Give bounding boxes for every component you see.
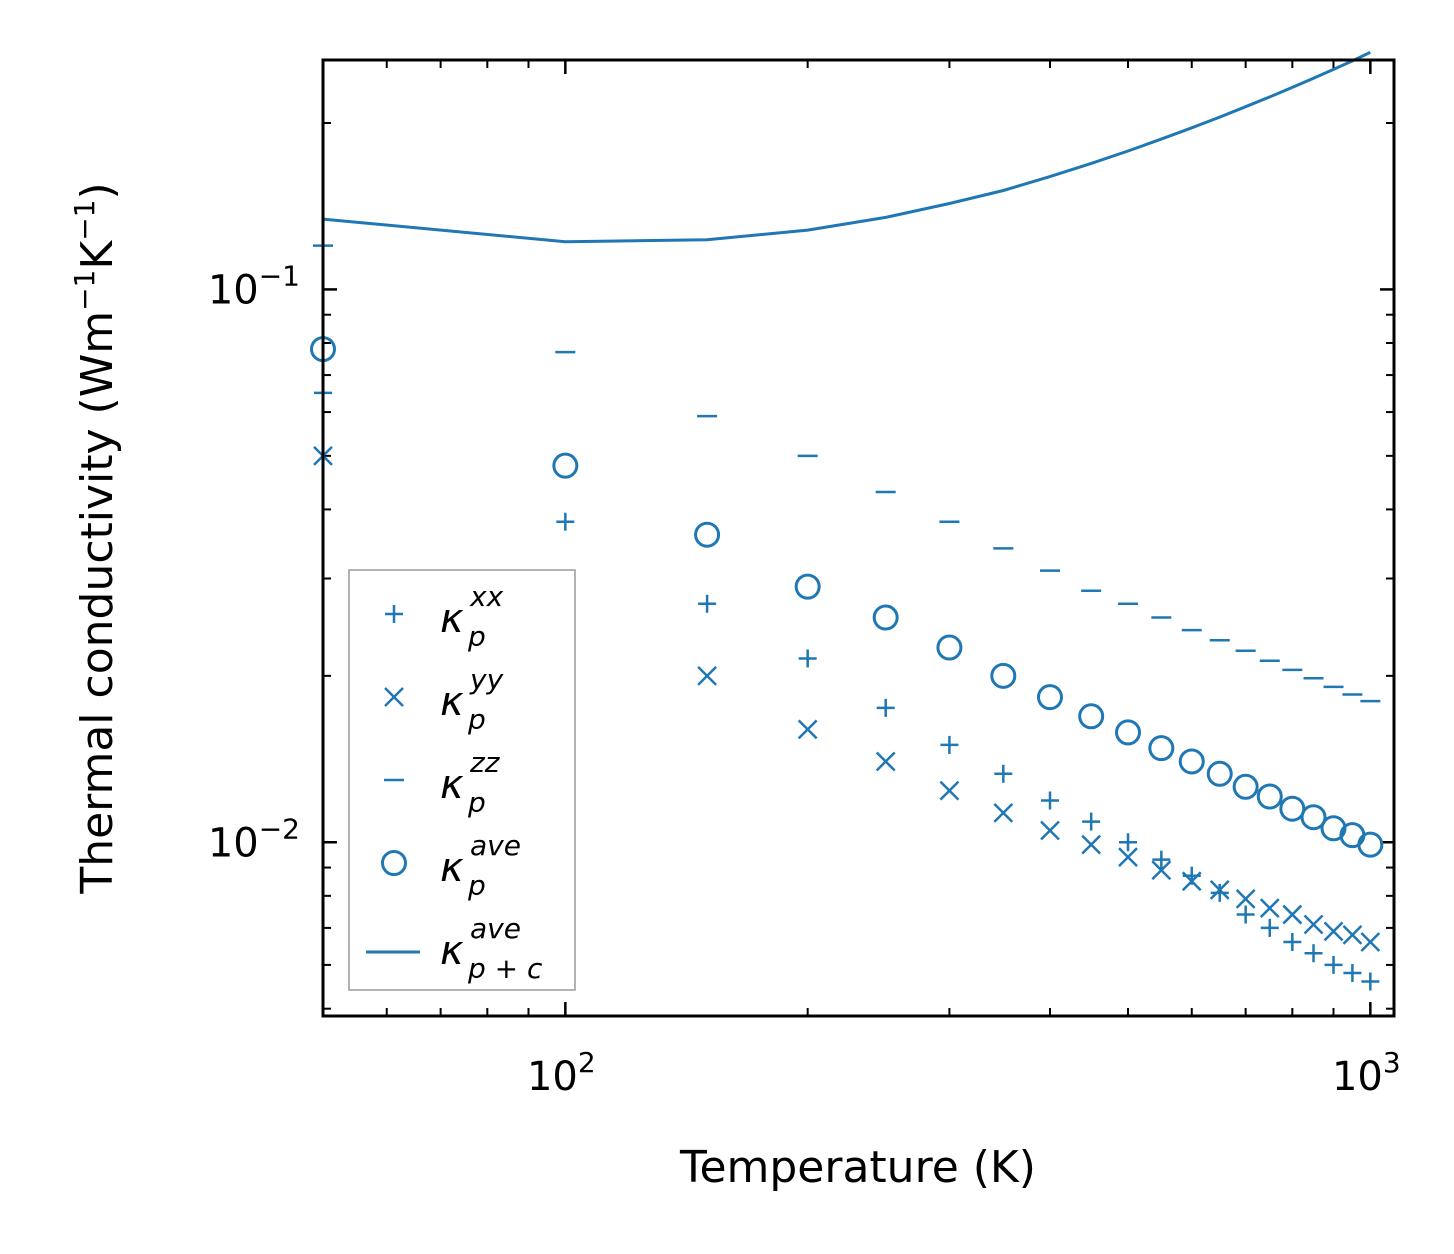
- point-kappa_p_yy: [1259, 898, 1280, 919]
- legend-marker-kappa_p_ave: [381, 850, 407, 876]
- x-tick-label: 103: [1332, 1046, 1401, 1100]
- point-kappa_p_xx: [1304, 944, 1323, 963]
- legend: κ xx p κ yy p κ zz p κ ave p κ ave p + c: [348, 569, 576, 991]
- point-kappa_p_yy: [1040, 820, 1060, 841]
- point-kappa_p_ave: [1078, 703, 1105, 730]
- y-tick-label: 10−2: [208, 812, 300, 866]
- point-kappa_p_ave: [1232, 773, 1259, 800]
- point-kappa_p_xx: [1210, 883, 1229, 902]
- legend-label-kappa_p_zz: κ zz p: [440, 746, 501, 819]
- point-kappa_p_yy: [1209, 880, 1230, 900]
- x-tick-label: 102: [527, 1046, 596, 1100]
- y-axis-label: Thermal conductivity (Wm−1K−1): [68, 182, 123, 894]
- point-kappa_p_ave: [1279, 795, 1306, 822]
- point-kappa_p_ave: [872, 604, 899, 631]
- point-kappa_p_yy: [1181, 871, 1202, 892]
- point-kappa_p_yy: [1081, 834, 1102, 855]
- plot-frame: [321, 58, 1396, 1018]
- point-kappa_p_ave: [1357, 831, 1384, 858]
- point-kappa_p_xx: [1324, 955, 1343, 974]
- data-marks: [310, 50, 1384, 991]
- point-kappa_p_xx: [1343, 964, 1362, 983]
- point-kappa_p_ave: [1178, 748, 1205, 775]
- legend-marker-kappa_p_xx: [385, 605, 403, 623]
- point-kappa_p_yy: [1118, 847, 1138, 868]
- point-kappa_p_ave: [936, 634, 963, 661]
- point-kappa_p_xx: [1260, 918, 1279, 937]
- point-kappa_p_yy: [1303, 914, 1324, 935]
- point-kappa_p_xx: [1082, 812, 1101, 831]
- point-kappa_p_yy: [1282, 904, 1303, 925]
- point-kappa_p_yy: [1360, 932, 1381, 952]
- legend-label-kappa_p_yy: κ yy p: [440, 663, 504, 736]
- legend-label-kappa_p_xx: κ xx p: [440, 580, 504, 653]
- point-kappa_p_yy: [1151, 860, 1172, 881]
- point-kappa_p_xx: [994, 764, 1013, 783]
- legend-marker-kappa_p_yy: [384, 687, 404, 707]
- point-kappa_p_ave: [794, 573, 821, 600]
- point-kappa_p_xx: [1283, 933, 1302, 952]
- point-kappa_p_xx: [798, 649, 817, 668]
- point-kappa_p_yy: [697, 665, 717, 686]
- point-kappa_p_xx: [940, 735, 959, 754]
- point-kappa_p_xx: [1361, 972, 1380, 991]
- point-kappa_p_ave: [1300, 804, 1327, 831]
- point-kappa_p_xx: [556, 512, 575, 531]
- point-kappa_p_xx: [698, 594, 717, 613]
- point-kappa_p_ave: [990, 662, 1017, 689]
- legend-label-kappa_p_ave: κ ave p: [440, 829, 521, 902]
- point-kappa_p_ave: [694, 521, 721, 548]
- point-kappa_p_yy: [1235, 888, 1256, 909]
- point-kappa_p_xx: [876, 698, 895, 717]
- point-kappa_p_yy: [797, 719, 818, 740]
- point-kappa_p_xx: [1119, 833, 1138, 852]
- point-kappa_p_xx: [1236, 905, 1255, 924]
- tick-labels: 102 103 10−1 10−2: [208, 259, 1401, 1100]
- point-kappa_p_xx: [1040, 791, 1059, 810]
- legend-label-kappa_pc_ave: κ ave p + c: [440, 912, 543, 985]
- x-axis-label: Temperature (K): [679, 1142, 1036, 1193]
- point-kappa_p_ave: [552, 452, 579, 479]
- point-kappa_p_ave: [1206, 760, 1233, 787]
- point-kappa_p_yy: [1342, 924, 1363, 945]
- point-kappa_p_yy: [993, 803, 1014, 823]
- point-kappa_p_ave: [1115, 719, 1142, 746]
- point-kappa_p_ave: [1036, 684, 1063, 711]
- point-kappa_p_yy: [875, 751, 896, 772]
- point-kappa_p_ave: [1148, 735, 1175, 762]
- y-tick-label: 10−1: [208, 259, 300, 313]
- series-line-kappa_pc_ave: [322, 50, 1371, 244]
- point-kappa_p_yy: [939, 780, 960, 801]
- point-kappa_p_ave: [1256, 783, 1283, 810]
- point-kappa_p_xx: [1152, 850, 1171, 869]
- point-kappa_p_yy: [1323, 921, 1344, 942]
